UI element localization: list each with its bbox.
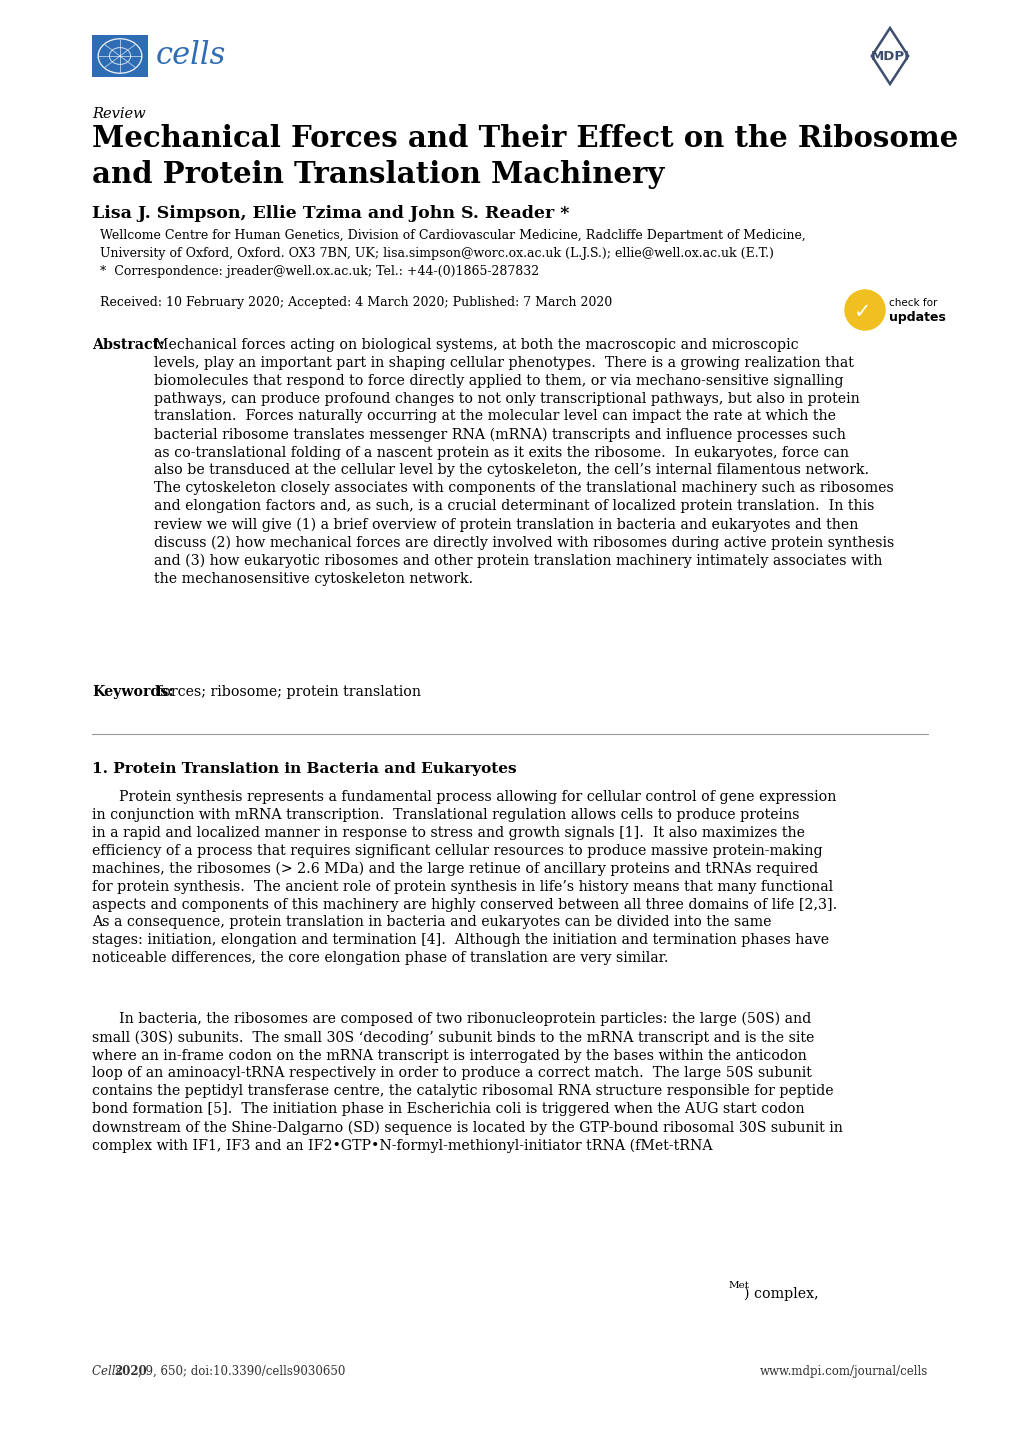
Circle shape (844, 290, 884, 330)
Text: In bacteria, the ribosomes are composed of two ribonucleoprotein particles: the : In bacteria, the ribosomes are composed … (92, 1012, 842, 1154)
Text: and Protein Translation Machinery: and Protein Translation Machinery (92, 160, 663, 189)
Text: Wellcome Centre for Human Genetics, Division of Cardiovascular Medicine, Radclif: Wellcome Centre for Human Genetics, Divi… (100, 229, 805, 242)
Text: updates: updates (889, 310, 945, 323)
Text: Received: 10 February 2020; Accepted: 4 March 2020; Published: 7 March 2020: Received: 10 February 2020; Accepted: 4 … (100, 296, 611, 309)
Text: check for: check for (889, 298, 936, 309)
Text: Met: Met (729, 1280, 749, 1289)
Text: *  Correspondence: jreader@well.ox.ac.uk; Tel.: +44-(0)1865-287832: * Correspondence: jreader@well.ox.ac.uk;… (100, 265, 539, 278)
Text: University of Oxford, Oxford. OX3 7BN, UK; lisa.simpson@worc.ox.ac.uk (L.J.S.); : University of Oxford, Oxford. OX3 7BN, U… (100, 247, 773, 260)
Text: Abstract:: Abstract: (92, 337, 164, 352)
Text: Mechanical forces acting on biological systems, at both the macroscopic and micr: Mechanical forces acting on biological s… (154, 337, 894, 585)
Text: Protein synthesis represents a fundamental process allowing for cellular control: Protein synthesis represents a fundament… (92, 790, 837, 965)
Text: Cells: Cells (92, 1366, 125, 1379)
Text: Review: Review (92, 107, 146, 121)
Text: ) complex,: ) complex, (743, 1286, 818, 1301)
Text: Keywords:: Keywords: (92, 685, 173, 699)
Text: cells: cells (156, 40, 226, 72)
Text: forces; ribosome; protein translation: forces; ribosome; protein translation (157, 685, 421, 699)
Text: ✓: ✓ (854, 301, 871, 322)
Text: MDPI: MDPI (869, 49, 909, 62)
Text: Mechanical Forces and Their Effect on the Ribosome: Mechanical Forces and Their Effect on th… (92, 124, 957, 153)
FancyBboxPatch shape (92, 35, 148, 76)
Text: 2020: 2020 (114, 1366, 147, 1379)
Text: Lisa J. Simpson, Ellie Tzima and John S. Reader *: Lisa J. Simpson, Ellie Tzima and John S.… (92, 205, 569, 222)
Text: 1. Protein Translation in Bacteria and Eukaryotes: 1. Protein Translation in Bacteria and E… (92, 761, 516, 776)
Text: , 9, 650; doi:10.3390/cells9030650: , 9, 650; doi:10.3390/cells9030650 (138, 1366, 345, 1379)
Text: www.mdpi.com/journal/cells: www.mdpi.com/journal/cells (759, 1366, 927, 1379)
